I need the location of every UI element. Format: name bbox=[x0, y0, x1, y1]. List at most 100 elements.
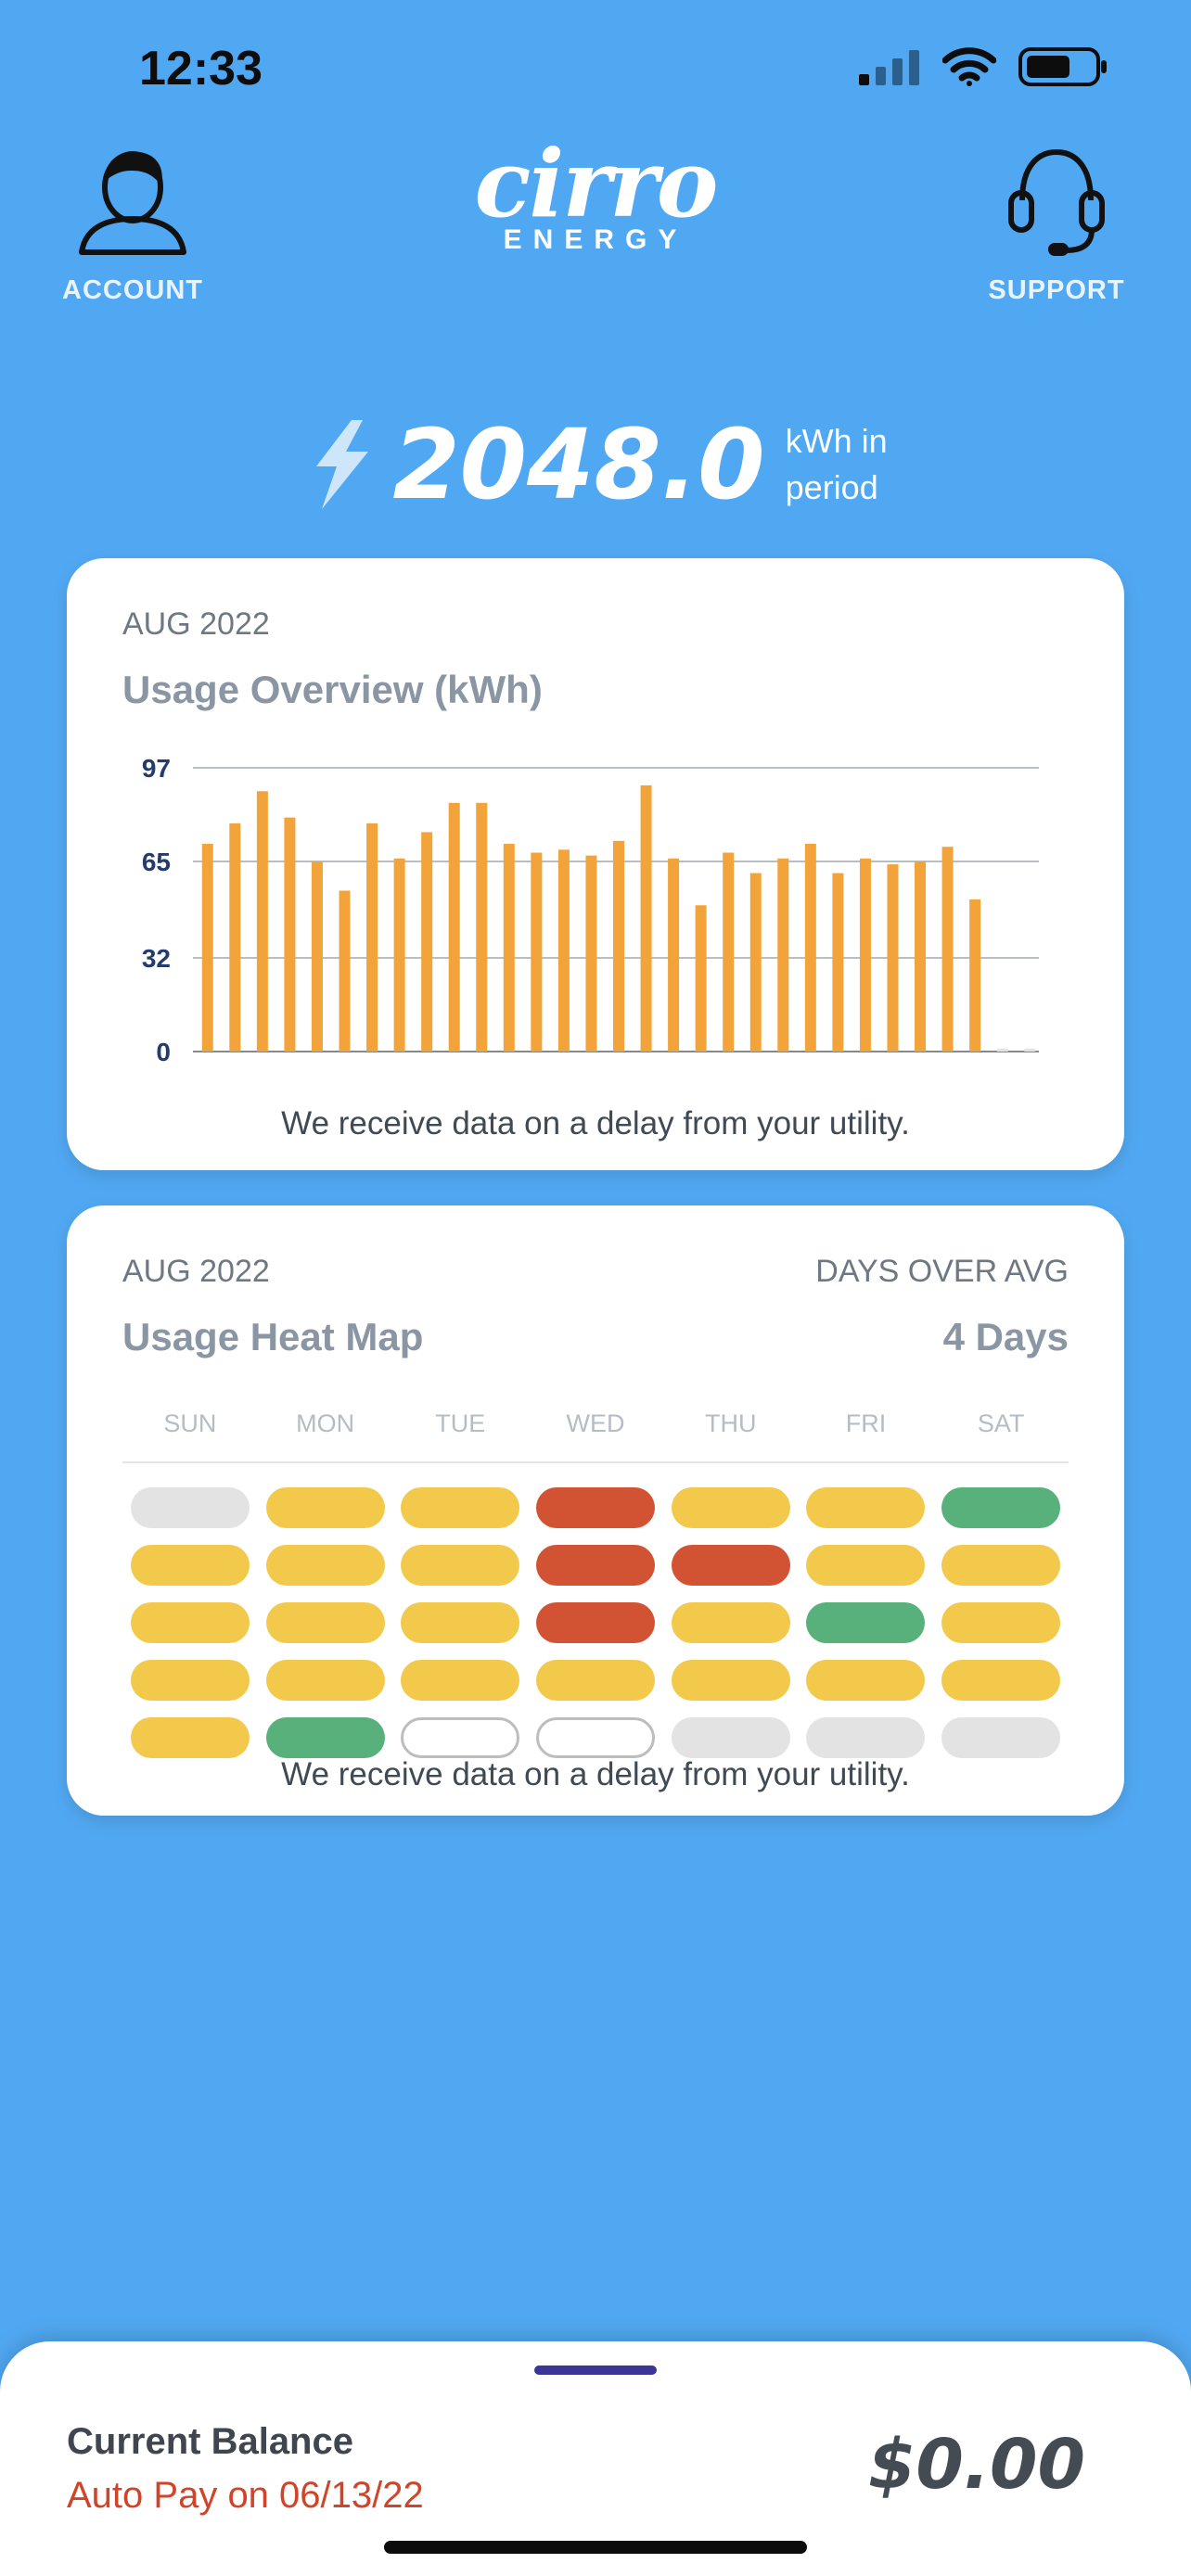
status-time: 12:33 bbox=[139, 42, 263, 96]
y-tick-label: 0 bbox=[156, 1038, 171, 1066]
usage-overview-card[interactable]: AUG 2022 Usage Overview (kWh) 0 32 65 97 We… bbox=[67, 558, 1124, 1170]
heatmap-month: AUG 2022 bbox=[122, 1254, 270, 1289]
usage-total-value: 2048.0 bbox=[392, 408, 765, 521]
usage-bar-day-20[interactable] bbox=[723, 852, 735, 1052]
usage-bar-day-9[interactable] bbox=[421, 832, 433, 1052]
y-tick-label: 97 bbox=[142, 754, 171, 783]
heatmap-day-cell[interactable] bbox=[536, 1545, 655, 1586]
heatmap-day-cell[interactable] bbox=[265, 1660, 385, 1701]
usage-bar-day-12[interactable] bbox=[503, 844, 515, 1052]
heatmap-day-cell[interactable] bbox=[941, 1660, 1061, 1701]
heatmap-day-cell[interactable] bbox=[671, 1487, 790, 1528]
usage-bar-day-2[interactable] bbox=[229, 823, 241, 1052]
usage-bar-day-19[interactable] bbox=[695, 905, 707, 1052]
day-label-fri: FRI bbox=[845, 1409, 887, 1437]
day-label-wed: WED bbox=[566, 1409, 625, 1437]
heatmap-day-cell[interactable] bbox=[941, 1602, 1061, 1643]
heatmap-day-cell[interactable] bbox=[806, 1660, 926, 1701]
overview-title: Usage Overview (kWh) bbox=[122, 668, 543, 711]
usage-bar-day-25[interactable] bbox=[859, 858, 871, 1052]
y-tick-label: 65 bbox=[142, 848, 171, 876]
day-label-sat: SAT bbox=[977, 1409, 1025, 1437]
current-balance-label: Current Balance bbox=[67, 2421, 353, 2462]
usage-bar-chart: 0 32 65 97 bbox=[142, 754, 1039, 1066]
heatmap-day-cell[interactable] bbox=[130, 1717, 250, 1758]
usage-bar-day-24[interactable] bbox=[832, 873, 844, 1052]
usage-bar-day-15[interactable] bbox=[585, 855, 597, 1052]
usage-bar-day-5[interactable] bbox=[311, 861, 323, 1052]
heatmap-day-cell[interactable] bbox=[130, 1545, 250, 1586]
usage-bar-day-16[interactable] bbox=[613, 840, 624, 1052]
headset-icon bbox=[1008, 148, 1105, 256]
usage-bar-day-13[interactable] bbox=[531, 852, 543, 1052]
heatmap-day-cell[interactable] bbox=[536, 1602, 655, 1643]
usage-heatmap-card[interactable]: AUG 2022 Usage Heat Map DAYS OVER AVG 4 … bbox=[67, 1205, 1124, 1816]
overview-delay-note: We receive data on a delay from your uti… bbox=[281, 1105, 910, 1141]
heatmap-day-cell[interactable] bbox=[941, 1487, 1061, 1528]
days-over-avg-label: DAYS OVER AVG bbox=[815, 1254, 1069, 1289]
usage-bar-day-29[interactable] bbox=[969, 899, 981, 1052]
usage-bar-day-17[interactable] bbox=[640, 784, 652, 1052]
heatmap-day-cell[interactable] bbox=[806, 1545, 926, 1586]
heatmap-day-cell[interactable] bbox=[536, 1487, 655, 1528]
heatmap-day-cell[interactable] bbox=[130, 1487, 250, 1528]
usage-bar-day-23[interactable] bbox=[804, 844, 816, 1052]
usage-bar-day-3[interactable] bbox=[256, 791, 268, 1052]
usage-bar-day-14[interactable] bbox=[557, 849, 570, 1052]
brand-sub: ENERGY bbox=[503, 224, 688, 255]
usage-bar-day-6[interactable] bbox=[339, 890, 351, 1052]
usage-bar-day-4[interactable] bbox=[284, 817, 296, 1052]
heatmap-day-cell[interactable] bbox=[806, 1602, 926, 1643]
heatmap-day-cell[interactable] bbox=[401, 1717, 520, 1758]
heatmap-day-cell[interactable] bbox=[130, 1602, 250, 1643]
heatmap-day-cell[interactable] bbox=[536, 1717, 655, 1758]
heatmap-day-cell[interactable] bbox=[265, 1717, 385, 1758]
brand-name: cirro bbox=[474, 129, 719, 238]
heatmap-day-cell[interactable] bbox=[671, 1660, 790, 1701]
usage-bar-day-26[interactable] bbox=[887, 864, 899, 1052]
lightning-bolt-icon bbox=[316, 420, 369, 509]
day-label-sun: SUN bbox=[163, 1409, 217, 1437]
heatmap-day-cell[interactable] bbox=[265, 1487, 385, 1528]
weekday-header: SUN MON TUE WED THU FRI SAT bbox=[122, 1409, 1069, 1438]
heatmap-day-cell[interactable] bbox=[806, 1717, 926, 1758]
support-button[interactable]: SUPPORT bbox=[968, 139, 1145, 306]
heatmap-day-cell[interactable] bbox=[536, 1660, 655, 1701]
autopay-date: Auto Pay on 06/13/22 bbox=[67, 2475, 424, 2516]
usage-bar-day-7[interactable] bbox=[366, 823, 378, 1052]
heatmap-day-cell[interactable] bbox=[265, 1602, 385, 1643]
usage-bar-day-31[interactable] bbox=[1024, 1048, 1036, 1052]
heatmap-day-cell[interactable] bbox=[671, 1545, 790, 1586]
usage-bar-day-11[interactable] bbox=[476, 802, 488, 1052]
heatmap-day-cell[interactable] bbox=[671, 1717, 790, 1758]
cellular-signal-icon bbox=[859, 50, 919, 85]
usage-bar-day-22[interactable] bbox=[777, 858, 789, 1052]
usage-bar-day-21[interactable] bbox=[749, 873, 762, 1052]
usage-bar-day-30[interactable] bbox=[996, 1048, 1008, 1052]
account-button[interactable]: ACCOUNT bbox=[45, 139, 221, 306]
usage-bar-day-1[interactable] bbox=[201, 844, 213, 1052]
heatmap-day-cell[interactable] bbox=[671, 1602, 790, 1643]
heatmap-day-cell[interactable] bbox=[401, 1487, 520, 1528]
usage-bar-day-10[interactable] bbox=[448, 802, 460, 1052]
usage-bar-day-27[interactable] bbox=[915, 861, 927, 1052]
usage-bar-day-18[interactable] bbox=[668, 858, 680, 1052]
account-icon bbox=[79, 151, 186, 255]
home-indicator[interactable] bbox=[384, 2541, 807, 2554]
heatmap-title: Usage Heat Map bbox=[122, 1315, 424, 1358]
usage-total: 2048.0 kWh in period bbox=[0, 408, 1191, 521]
heatmap-day-cell[interactable] bbox=[265, 1545, 385, 1586]
heatmap-day-cell[interactable] bbox=[401, 1545, 520, 1586]
heatmap-day-cell[interactable] bbox=[941, 1717, 1061, 1758]
sheet-drag-handle[interactable] bbox=[534, 2366, 657, 2375]
heatmap-day-cell[interactable] bbox=[401, 1660, 520, 1701]
heatmap-day-cell[interactable] bbox=[130, 1660, 250, 1701]
day-label-mon: MON bbox=[296, 1409, 355, 1437]
balance-sheet[interactable]: Current Balance Auto Pay on 06/13/22 $0.… bbox=[0, 2341, 1191, 2576]
heatmap-day-cell[interactable] bbox=[941, 1545, 1061, 1586]
heatmap-day-cell[interactable] bbox=[401, 1602, 520, 1643]
heatmap-day-cell[interactable] bbox=[806, 1487, 926, 1528]
day-label-thu: THU bbox=[704, 1409, 757, 1437]
usage-bar-day-28[interactable] bbox=[941, 847, 954, 1052]
usage-bar-day-8[interactable] bbox=[393, 858, 405, 1052]
